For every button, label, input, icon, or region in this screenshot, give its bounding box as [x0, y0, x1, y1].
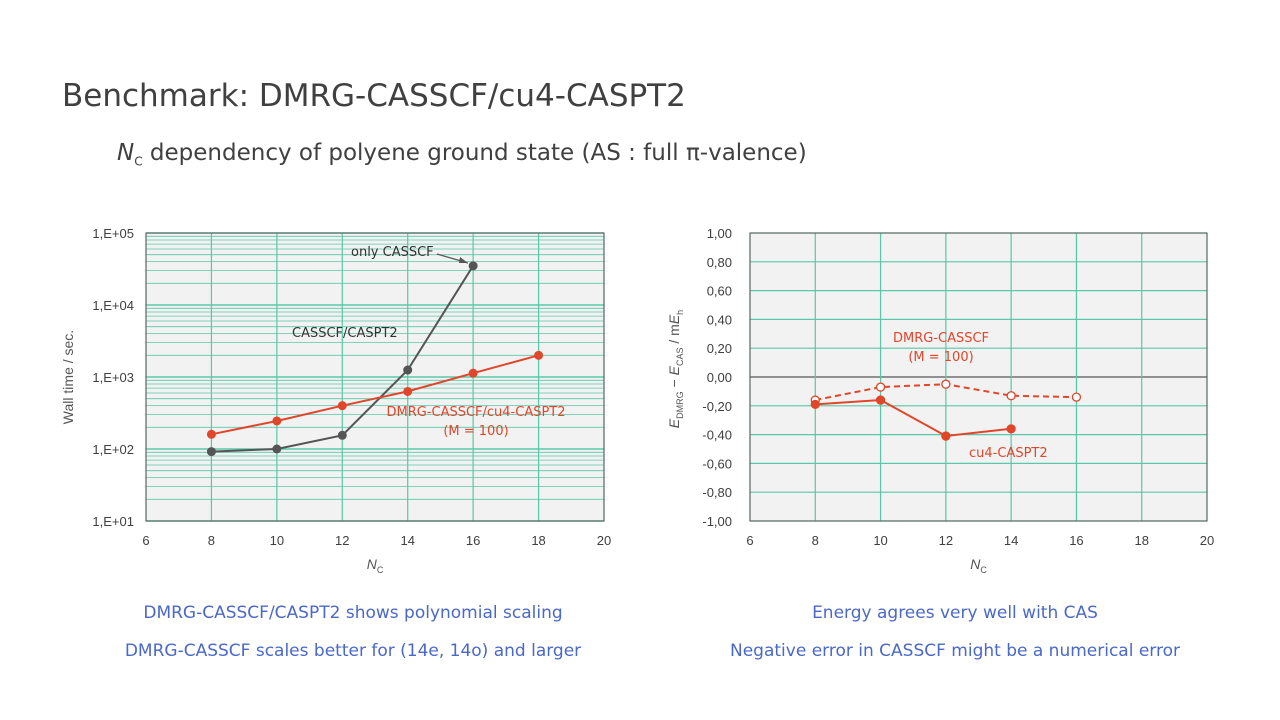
right-series-point-0	[1006, 391, 1016, 401]
only-casscf-label: only CASSCF	[351, 245, 434, 260]
right-y-tick-label: -0,20	[702, 399, 732, 414]
slide-title: Benchmark: DMRG-CASSCF/cu4-CASPT2	[62, 78, 686, 114]
right-series-point-0	[1071, 392, 1082, 402]
dmrg-cu4-label-line1: DMRG-CASSCF/cu4-CASPT2	[386, 405, 565, 420]
right-y-tick-label: 0,80	[707, 255, 732, 270]
left-y-tick-label: 1,E+05	[92, 226, 134, 241]
right-y-tick-label: -1,00	[702, 514, 732, 529]
right-x-tick-label: 18	[1134, 533, 1148, 548]
right-y-tick-label: 1,00	[707, 226, 732, 241]
right-series-point-1	[875, 395, 886, 405]
dmrg-cu4-label-line2: (M = 100)	[443, 424, 508, 439]
left-x-tick-label: 6	[142, 533, 149, 548]
right-x-tick-label: 14	[1004, 533, 1018, 548]
right-x-tick-label: 20	[1200, 533, 1214, 548]
casscf-caspt2-label: CASSCF/CASPT2	[292, 326, 398, 341]
left-series-point-1	[206, 429, 216, 439]
left-x-tick-label: 16	[466, 533, 480, 548]
left-x-tick-label: 12	[335, 533, 349, 548]
right-x-tick-label: 16	[1069, 533, 1083, 548]
right-y-tick-label: 0,00	[707, 370, 732, 385]
left-caption-1: DMRG-CASSCF/CASPT2 shows polynomial scal…	[143, 603, 563, 623]
left-plot-border	[145, 232, 605, 522]
right-y-tick-label: 0,60	[707, 284, 732, 299]
subtitle-variable: N	[117, 140, 135, 166]
left-x-tick-label: 20	[597, 533, 611, 548]
right-series-point-0	[875, 382, 886, 392]
right-x-tick-label: 6	[746, 533, 753, 548]
left-x-tick-label: 14	[400, 533, 414, 548]
right-plot-border	[749, 232, 1208, 522]
right-caption-1: Energy agrees very well with CAS	[812, 603, 1098, 623]
only-casscf-arrow-head	[459, 257, 468, 263]
left-y-tick-label: 1,E+03	[92, 370, 134, 385]
left-x-tick-label: 8	[208, 533, 215, 548]
right-series-line-1	[815, 398, 1012, 438]
left-series-point-1	[337, 401, 347, 411]
right-y-tick-label: 0,20	[707, 341, 732, 356]
left-series-point-0	[272, 444, 282, 454]
subtitle-text: dependency of polyene ground state (AS :…	[142, 140, 807, 166]
left-series-point-0	[468, 261, 478, 271]
right-series-point-1	[941, 431, 951, 441]
left-series-point-0	[403, 365, 413, 375]
right-x-tick-label: 10	[873, 533, 887, 548]
cu4-caspt2-label: cu4-CASPT2	[969, 446, 1048, 461]
right-x-tick-label: 12	[939, 533, 953, 548]
left-series-point-0	[206, 447, 216, 457]
right-y-tick-label: -0,40	[702, 428, 732, 443]
dmrg-casscf-label-line2: (M = 100)	[908, 350, 973, 365]
left-series-point-1	[272, 416, 282, 426]
slide-subtitle: NC dependency of polyene ground state (A…	[117, 140, 807, 169]
right-y-tick-label: -0,80	[702, 485, 732, 500]
left-y-tick-label: 1,E+01	[92, 514, 134, 529]
left-y-tick-label: 1,E+02	[92, 442, 134, 457]
left-caption-2: DMRG-CASSCF scales better for (14e, 14o)…	[124, 641, 582, 661]
right-series-point-1	[810, 399, 820, 410]
left-x-tick-label: 10	[270, 533, 284, 548]
right-y-tick-label: -0,60	[702, 456, 732, 471]
right-x-tick-label: 8	[812, 533, 819, 548]
left-series-point-1	[468, 368, 478, 378]
left-y-axis-title: Wall time / sec.	[60, 330, 76, 424]
right-x-axis-title: NC	[970, 556, 987, 575]
left-series-point-1	[403, 386, 413, 396]
right-caption-2: Negative error in CASSCF might be a nume…	[729, 641, 1181, 661]
left-y-tick-label: 1,E+04	[92, 298, 134, 313]
left-series-point-0	[337, 430, 347, 440]
right-y-tick-label: 0,40	[707, 312, 732, 327]
left-series-line-1	[211, 354, 539, 436]
dmrg-casscf-label-line1: DMRG-CASSCF	[893, 331, 989, 346]
subtitle-subscript: C	[134, 154, 143, 169]
right-series-point-1	[1006, 424, 1016, 434]
left-x-axis-title: NC	[367, 556, 384, 575]
right-y-axis-title: EDMRG − ECAS / mEh	[666, 310, 685, 428]
left-series-point-1	[534, 350, 544, 360]
left-x-tick-label: 18	[531, 533, 545, 548]
right-series-point-0	[941, 379, 951, 389]
